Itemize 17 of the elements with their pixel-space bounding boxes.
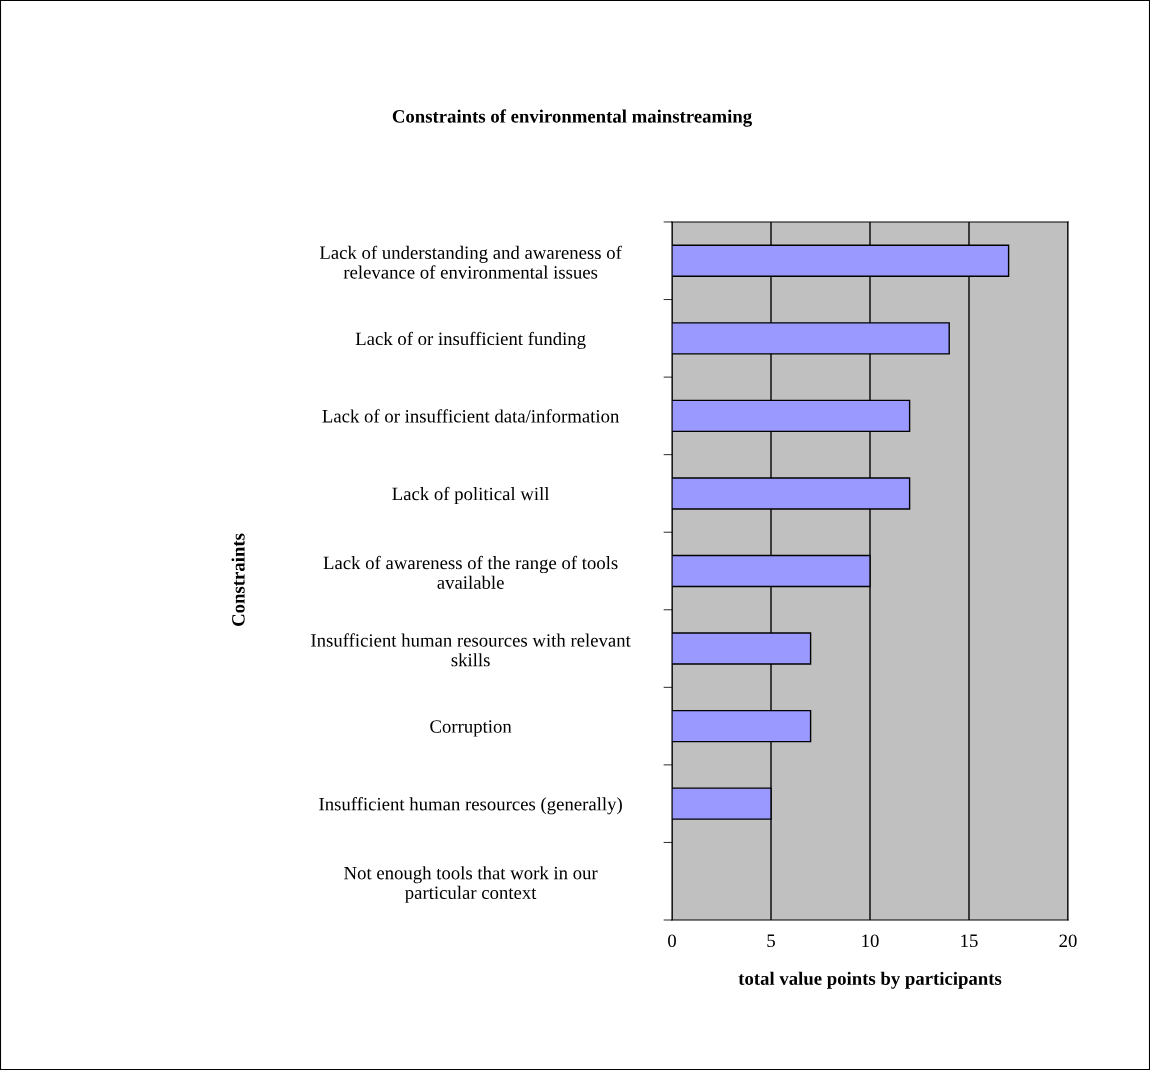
y-tick-label: Insufficient human resources (generally) bbox=[319, 797, 622, 815]
chart-title: Constraints of environmental mainstreaming bbox=[392, 109, 752, 127]
y-tick-label: Lack of awareness of the range of tools available bbox=[323, 555, 618, 589]
y-tick-label: Insufficient human resources with relevant skills bbox=[311, 633, 631, 667]
x-tick-label: 0 bbox=[668, 934, 676, 948]
x-tick-label: 10 bbox=[862, 934, 879, 948]
y-tick-label: Lack of or insufficient data/information bbox=[322, 409, 620, 423]
x-axis-title: total value points by participants bbox=[738, 971, 1002, 989]
y-tick-label: Corruption bbox=[430, 720, 512, 737]
x-tick-label: 5 bbox=[767, 934, 775, 948]
y-tick-label: Lack of or insufficient funding bbox=[355, 331, 586, 349]
x-tick-label: 20 bbox=[1059, 934, 1077, 948]
y-tick-label: Lack of political will bbox=[392, 486, 550, 505]
y-tick-label: Lack of understanding and awareness of relevance of environmental issues bbox=[319, 245, 622, 279]
y-tick-label: Not enough tools that work in our particular context bbox=[344, 866, 598, 903]
y-axis-title: Constraints bbox=[231, 533, 245, 626]
x-tick-label: 15 bbox=[961, 934, 978, 948]
